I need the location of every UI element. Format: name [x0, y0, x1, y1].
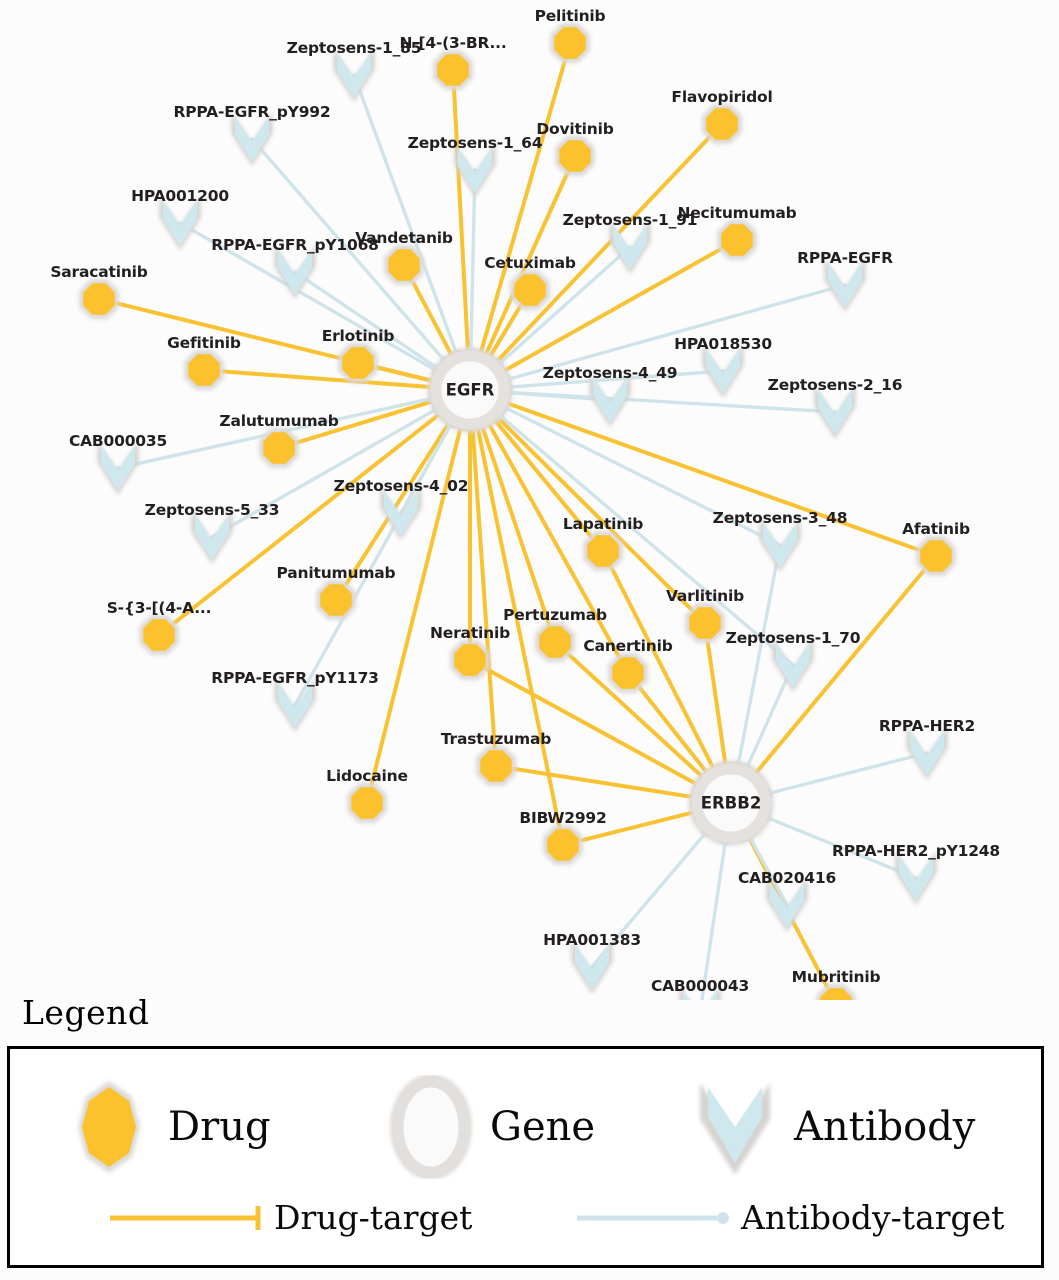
antibody-target-edge-icon	[577, 1211, 729, 1224]
edge[interactable]	[762, 751, 929, 799]
legend-box: Drug Gene Antibody	[7, 1046, 1044, 1268]
legend-edge-antibody-target: Antibody-target	[575, 1201, 1004, 1234]
node-antibody[interactable]	[191, 509, 233, 565]
edge[interactable]	[293, 418, 457, 707]
node-antibody[interactable]	[814, 384, 856, 440]
edge[interactable]	[486, 412, 605, 553]
node-antibody[interactable]	[97, 440, 139, 496]
legend-shape-drug: Drug	[66, 1075, 271, 1179]
node-drug[interactable]	[535, 622, 575, 662]
node-drug[interactable]	[139, 615, 179, 655]
node-antibody[interactable]	[679, 985, 721, 1000]
legend-label-drug-target: Drug-target	[274, 1198, 473, 1237]
node-antibody[interactable]	[609, 219, 651, 275]
node-drug[interactable]	[433, 50, 473, 90]
node-antibody[interactable]	[589, 372, 631, 428]
node-drug[interactable]	[450, 640, 490, 680]
node-drug[interactable]	[184, 350, 224, 390]
node-antibody[interactable]	[571, 939, 613, 995]
node-antibody[interactable]	[454, 142, 496, 198]
node-drug[interactable]	[550, 23, 590, 63]
node-antibody[interactable]	[759, 517, 801, 573]
legend-label-gene: Gene	[490, 1104, 596, 1150]
node-antibody[interactable]	[274, 244, 316, 300]
edge[interactable]	[561, 803, 698, 847]
legend-label-drug: Drug	[168, 1104, 271, 1150]
node-antibody[interactable]	[159, 195, 201, 251]
node-gene[interactable]	[427, 347, 513, 433]
antibody-icon	[700, 1083, 770, 1175]
node-drug[interactable]	[316, 580, 356, 620]
edge[interactable]	[626, 671, 715, 780]
edge[interactable]	[761, 812, 918, 880]
edge[interactable]	[490, 409, 707, 625]
node-antibody[interactable]	[824, 257, 866, 313]
gene-node-label: EGFR	[445, 380, 495, 400]
edge[interactable]	[501, 394, 938, 558]
node-antibody[interactable]	[380, 485, 422, 541]
node-drug[interactable]	[347, 783, 387, 823]
node-drug[interactable]	[717, 220, 757, 260]
node-drug[interactable]	[816, 984, 856, 1000]
node-drug[interactable]	[79, 279, 119, 319]
node-drug[interactable]	[583, 531, 623, 571]
drug-target-edge-icon	[110, 1205, 261, 1230]
edge[interactable]	[502, 387, 837, 414]
node-drug[interactable]	[916, 536, 956, 576]
node-antibody[interactable]	[895, 850, 937, 906]
node-drug[interactable]	[555, 136, 595, 176]
node-drug[interactable]	[702, 104, 742, 144]
legend-label-antibody: Antibody	[794, 1104, 976, 1150]
node-drug[interactable]	[510, 270, 550, 310]
node-antibody[interactable]	[906, 725, 948, 781]
node-drug[interactable]	[384, 245, 424, 285]
edge-layer	[97, 41, 938, 1000]
node-antibody[interactable]	[766, 877, 808, 933]
gene-icon	[390, 1075, 472, 1179]
node-drug[interactable]	[543, 825, 583, 865]
drug-icon	[78, 1081, 140, 1173]
legend-shape-antibody: Antibody	[692, 1075, 975, 1179]
legend-shape-gene: Gene	[388, 1075, 595, 1179]
legend-title: Legend	[22, 993, 150, 1032]
node-drug[interactable]	[338, 343, 378, 383]
gene-node-label: ERBB2	[700, 793, 762, 813]
node-antibody[interactable]	[231, 111, 273, 167]
edge[interactable]	[700, 835, 731, 1000]
edge[interactable]	[502, 369, 725, 393]
edge[interactable]	[494, 764, 697, 807]
edge[interactable]	[703, 621, 735, 769]
network-canvas[interactable]	[0, 0, 1059, 1000]
node-antibody[interactable]	[772, 637, 814, 693]
node-antibody[interactable]	[274, 677, 316, 733]
node-antibody[interactable]	[702, 343, 744, 399]
node-gene[interactable]	[688, 760, 774, 846]
node-layer	[79, 23, 956, 1000]
node-antibody[interactable]	[333, 47, 375, 103]
node-drug[interactable]	[259, 428, 299, 468]
node-drug[interactable]	[608, 653, 648, 693]
node-drug[interactable]	[476, 746, 516, 786]
legend-edge-drug-target: Drug-target	[108, 1201, 472, 1234]
legend-label-antibody-target: Antibody-target	[741, 1198, 1005, 1237]
node-drug[interactable]	[685, 603, 725, 643]
